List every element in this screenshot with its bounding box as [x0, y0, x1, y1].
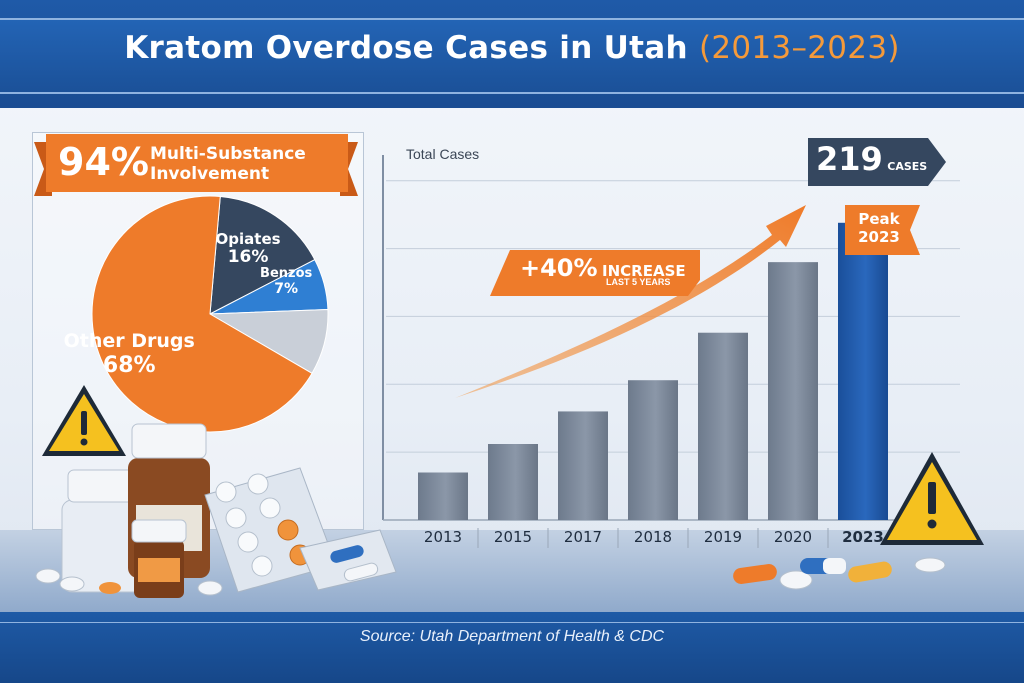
warning-sign-icon	[880, 452, 984, 545]
bar-2018	[628, 380, 678, 520]
header-band	[0, 18, 1024, 94]
y-axis-label: Total Cases	[406, 146, 480, 162]
bar-2023	[838, 222, 888, 521]
bar-2015	[488, 444, 538, 520]
pie-label-other-drugs: Other Drugs 68%	[59, 330, 199, 379]
pie-chart	[91, 195, 329, 433]
total-cases-number: 219	[816, 140, 883, 178]
total-cases-callout	[808, 138, 946, 186]
pie-slice-other-drugs	[91, 195, 313, 433]
increase-sublabel: LAST 5 YEARS	[606, 277, 671, 287]
multi-substance-percent: 94%	[58, 140, 149, 184]
pill-bottles-icon	[61, 423, 210, 598]
increase-arrow	[455, 205, 806, 398]
footer-bar	[0, 612, 1024, 683]
pie-label-value: 16%	[227, 247, 269, 268]
header-bar	[0, 0, 1024, 108]
peak-label: Peak	[858, 210, 900, 228]
multi-substance-label-line1: Multi-Substance	[150, 144, 306, 164]
increase-text: +40% INCREASE LAST 5 YEARS	[520, 254, 710, 287]
page-title: Kratom Overdose Cases in Utah (2013–2023…	[0, 30, 1024, 66]
x-tick-label-2018: 2018	[633, 528, 673, 546]
x-tick-label-2017: 2017	[563, 528, 603, 546]
pie-label-value: 7%	[274, 281, 299, 298]
bar-2020	[768, 262, 818, 520]
multi-substance-label: Multi-Substance Involvement	[150, 144, 350, 184]
increase-callout	[490, 250, 700, 296]
increase-label: INCREASE	[602, 262, 686, 280]
multi-substance-text: 94% Multi-Substance Involvement	[58, 140, 348, 190]
x-tick-label-2020: 2020	[773, 528, 813, 546]
total-cases-unit: CASES	[887, 160, 928, 173]
bar-2019	[698, 332, 748, 520]
peak-flag-text: Peak 2023	[846, 210, 912, 246]
total-cases-text: 219 CASES	[816, 140, 936, 178]
bar-series	[418, 222, 888, 548]
bar-2017	[558, 411, 608, 520]
pie-slice-opiates	[209, 195, 316, 315]
loose-pills-icon	[35, 557, 946, 596]
pie-label-name: Opiates	[215, 230, 281, 249]
x-tick-label-2019: 2019	[703, 528, 743, 546]
pie-label-opiates: Opiates 16%	[178, 230, 318, 268]
bar-2013	[418, 472, 468, 520]
x-tick-label-2013: 2013	[423, 528, 463, 546]
peak-flag	[845, 205, 920, 255]
x-tick-label-2015: 2015	[493, 528, 533, 546]
multi-substance-label-line2: Involvement	[150, 164, 270, 184]
x-tick-label-2023: 2023	[842, 528, 884, 546]
pie-label-name: Benzos	[260, 265, 313, 281]
pie-label-benzos: Benzos 7%	[216, 265, 356, 298]
multi-substance-ribbon	[34, 134, 358, 196]
blister-pack-icon	[204, 467, 397, 593]
peak-year: 2023	[858, 228, 900, 246]
increase-value: +40%	[520, 254, 598, 282]
source-note: Source: Utah Department of Health & CDC	[359, 628, 665, 645]
title-years: (2013–2023)	[698, 30, 900, 66]
pie-label-name: Other Drugs	[63, 330, 195, 353]
title-text: Kratom Overdose Cases in Utah	[124, 30, 688, 66]
pie-label-value: 68%	[102, 353, 156, 379]
warning-sign-icon	[42, 385, 126, 456]
